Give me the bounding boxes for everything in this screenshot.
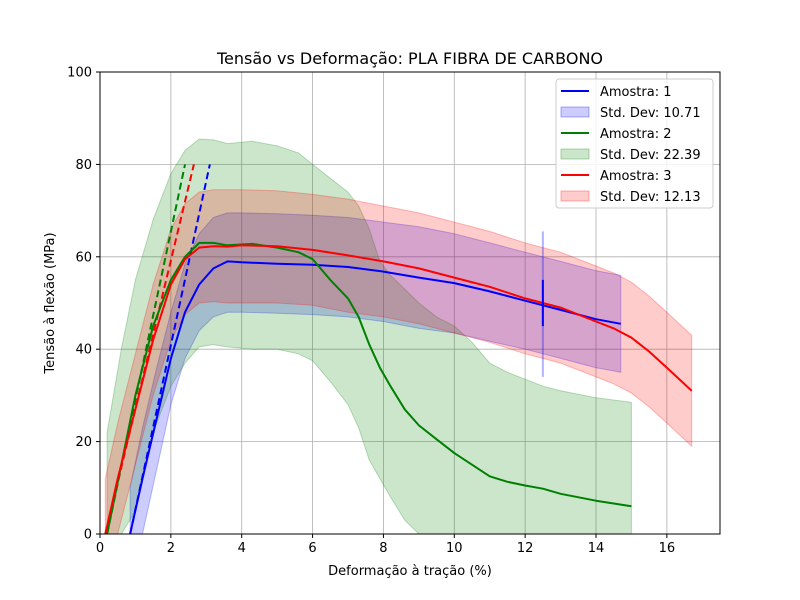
plot-frame	[99, 71, 721, 535]
legend-band-label-3: Std. Dev: 12.13	[600, 190, 701, 205]
chart-title: Tensão vs Deformação: PLA FIBRA DE CARBO…	[216, 49, 603, 68]
x-tick-label: 4	[238, 541, 246, 556]
series-line-1	[129, 260, 621, 535]
y-axis-ticks: 0 20 40 60 80 100	[67, 66, 100, 543]
series-line-3	[104, 244, 693, 535]
x-tick-label: 14	[588, 541, 605, 556]
y-tick-label: 60	[75, 250, 92, 265]
x-tick-label: 6	[308, 541, 316, 556]
x-tick-label: 16	[659, 541, 676, 556]
y-tick-label: 0	[84, 528, 92, 543]
legend-box	[555, 78, 714, 209]
fit-line-1	[129, 164, 211, 535]
x-tick-label: 0	[96, 541, 104, 556]
series-line-2	[106, 241, 632, 535]
legend-band-label-2: Std. Dev: 22.39	[600, 148, 701, 163]
x-tick-label: 8	[379, 541, 387, 556]
x-tick-label: 2	[167, 541, 175, 556]
x-tick-label: 12	[517, 541, 534, 556]
series-lines	[104, 164, 693, 535]
legend-series-label-3: Amostra: 3	[600, 169, 671, 184]
legend-band-swatch-2	[560, 148, 590, 160]
std-dev-band-3	[104, 189, 693, 535]
fit-line-2	[106, 164, 187, 535]
y-tick-label: 100	[67, 66, 92, 81]
legend-band-label-1: Std. Dev: 10.71	[600, 106, 701, 121]
legend: Amostra: 1 Std. Dev: 10.71 Amostra: 2 Std. …	[555, 78, 714, 209]
x-axis-label: Deformação à tração (%)	[328, 564, 492, 579]
legend-series-label-2: Amostra: 2	[600, 127, 671, 142]
legend-series-label-1: Amostra: 1	[600, 85, 671, 100]
y-tick-label: 20	[75, 435, 92, 450]
y-axis-label: Tensão à flexão (MPa)	[43, 232, 58, 374]
fit-line-3	[104, 164, 195, 535]
y-tick-label: 80	[75, 158, 92, 173]
x-axis-ticks: 0 2 4 6 8 10 12 14 16	[96, 534, 675, 556]
legend-band-swatch-1	[560, 106, 590, 118]
x-tick-label: 10	[446, 541, 463, 556]
legend-band-swatch-3	[560, 190, 590, 202]
y-tick-label: 40	[75, 343, 92, 358]
